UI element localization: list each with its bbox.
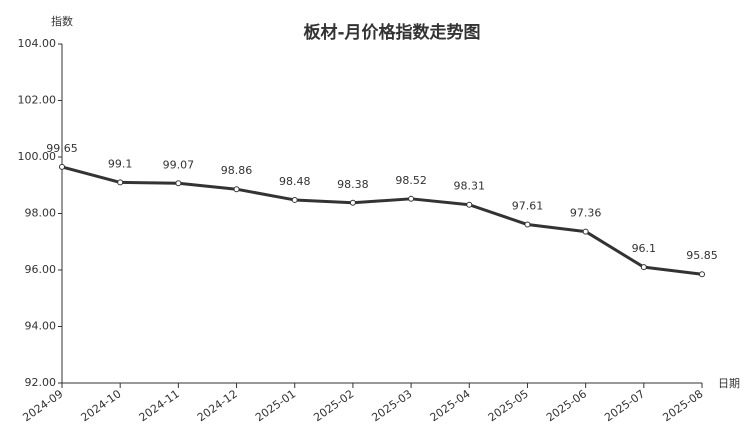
point <box>233 186 240 193</box>
y-tick-label: 104.00 <box>18 37 57 50</box>
x-axis-label: 日期 <box>718 377 740 390</box>
y-tick-label: 92.00 <box>25 376 57 389</box>
y-axis-label: 指数 <box>51 14 73 28</box>
y-tick-label: 96.00 <box>25 263 57 276</box>
point <box>59 163 65 170</box>
x-tick-label: 2024-12 <box>195 387 240 424</box>
data-label: 99.65 <box>46 142 78 155</box>
data-label: 96.1 <box>632 242 657 255</box>
data-label: 98.86 <box>221 164 253 177</box>
data-label: 98.52 <box>395 174 427 187</box>
point <box>117 179 124 186</box>
point <box>466 201 473 208</box>
x-tick-label: 2024-11 <box>137 387 182 424</box>
point <box>291 196 298 203</box>
point <box>349 199 356 206</box>
point <box>640 264 647 271</box>
data-label: 97.36 <box>570 207 602 220</box>
point <box>582 228 589 235</box>
x-tick-label: 2025-07 <box>602 387 647 424</box>
data-label: 98.31 <box>454 180 486 193</box>
data-label: 97.61 <box>512 200 544 213</box>
point <box>408 195 415 202</box>
data-label: 99.1 <box>108 157 133 170</box>
y-tick-label: 102.00 <box>18 94 57 107</box>
point <box>699 271 705 278</box>
x-tick-label: 2025-04 <box>428 387 473 424</box>
y-tick-label: 94.00 <box>25 320 57 333</box>
x-tick-label: 2025-05 <box>486 387 531 424</box>
point <box>175 180 182 187</box>
data-label: 95.85 <box>686 249 718 262</box>
x-tick-label: 2025-08 <box>660 387 705 424</box>
x-tick-label: 2024-10 <box>79 387 124 424</box>
point <box>524 221 531 228</box>
x-tick-label: 2025-03 <box>369 387 414 424</box>
x-tick-label: 2025-02 <box>311 387 356 424</box>
data-label: 99.07 <box>163 158 195 171</box>
x-tick-label: 2025-01 <box>253 387 298 424</box>
y-tick-label: 100.00 <box>18 150 57 163</box>
line <box>61 165 703 276</box>
x-tick-label: 2025-06 <box>544 387 589 424</box>
data-label: 98.48 <box>279 175 311 188</box>
y-tick-label: 98.00 <box>25 207 57 220</box>
data-label: 98.38 <box>337 178 369 191</box>
x-tick-label: 2024-09 <box>20 387 65 424</box>
chart-title: 板材-月价格指数走势图 <box>303 22 480 43</box>
